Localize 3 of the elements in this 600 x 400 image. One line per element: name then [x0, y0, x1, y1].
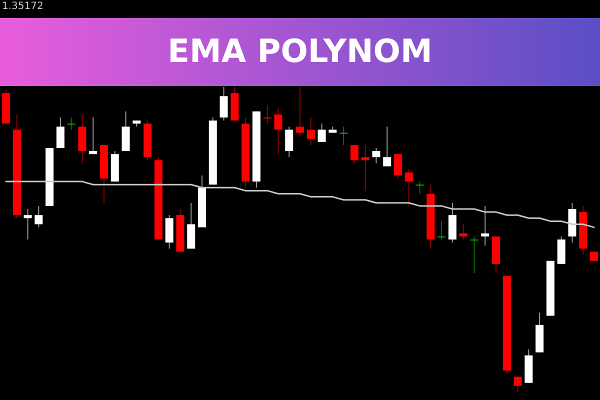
chart-title: EMA POLYNOM — [168, 32, 432, 70]
candlestick — [590, 251, 598, 262]
text: 1.35172 — [2, 1, 44, 12]
